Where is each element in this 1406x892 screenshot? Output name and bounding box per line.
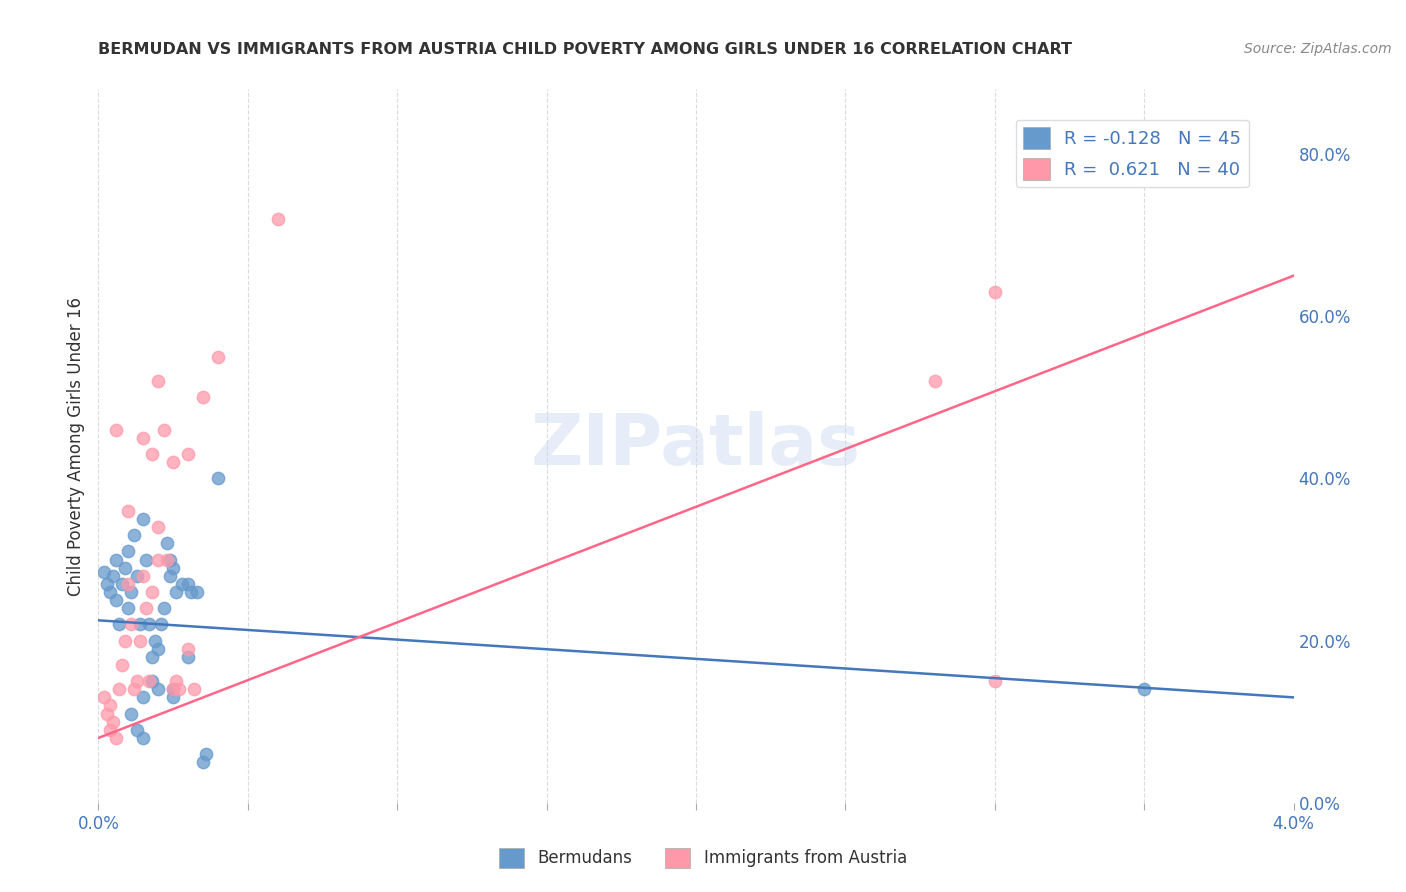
Point <box>120 706 142 721</box>
Point <box>96 706 118 721</box>
Point <box>156 552 179 566</box>
Point <box>98 698 122 713</box>
Point <box>105 731 128 745</box>
Point <box>132 431 155 445</box>
Point <box>983 674 1005 689</box>
Point <box>207 350 229 364</box>
Point <box>148 682 170 697</box>
Point <box>141 447 163 461</box>
Point <box>132 731 155 745</box>
Point <box>143 633 166 648</box>
Point <box>191 756 214 770</box>
Point <box>156 536 179 550</box>
Text: BERMUDAN VS IMMIGRANTS FROM AUSTRIA CHILD POVERTY AMONG GIRLS UNDER 16 CORRELATI: BERMUDAN VS IMMIGRANTS FROM AUSTRIA CHIL… <box>98 42 1073 56</box>
Point <box>132 568 155 582</box>
Point <box>135 552 157 566</box>
Point <box>93 565 115 579</box>
Point <box>153 601 176 615</box>
Point <box>162 455 184 469</box>
Point <box>117 504 139 518</box>
Point <box>141 585 163 599</box>
Y-axis label: Child Poverty Among Girls Under 16: Child Poverty Among Girls Under 16 <box>66 296 84 596</box>
Text: Source: ZipAtlas.com: Source: ZipAtlas.com <box>1244 42 1392 56</box>
Point <box>103 714 125 729</box>
Point <box>138 617 160 632</box>
Point <box>159 568 181 582</box>
Legend: R = -0.128   N = 45, R =  0.621   N = 40: R = -0.128 N = 45, R = 0.621 N = 40 <box>1015 120 1249 187</box>
Point <box>148 520 170 534</box>
Point <box>98 723 122 737</box>
Point <box>150 617 173 632</box>
Point <box>924 374 946 388</box>
Point <box>183 682 205 697</box>
Point <box>117 601 139 615</box>
Point <box>105 423 128 437</box>
Point <box>138 674 160 689</box>
Point <box>129 617 152 632</box>
Point <box>141 649 163 664</box>
Point <box>172 577 194 591</box>
Point <box>114 560 136 574</box>
Point <box>129 633 152 648</box>
Point <box>111 657 134 672</box>
Point <box>124 682 146 697</box>
Point <box>141 674 163 689</box>
Point <box>105 593 128 607</box>
Point <box>96 577 118 591</box>
Point <box>117 544 139 558</box>
Point <box>114 633 136 648</box>
Point <box>162 682 184 697</box>
Text: ZIPatlas: ZIPatlas <box>531 411 860 481</box>
Point <box>124 528 146 542</box>
Point <box>132 690 155 705</box>
Point <box>148 641 170 656</box>
Point <box>194 747 218 761</box>
Legend: Bermudans, Immigrants from Austria: Bermudans, Immigrants from Austria <box>492 841 914 875</box>
Point <box>120 617 142 632</box>
Point <box>132 512 155 526</box>
Point <box>177 641 200 656</box>
Point <box>159 552 181 566</box>
Point <box>108 682 131 697</box>
Point <box>167 682 190 697</box>
Point <box>93 690 115 705</box>
Point <box>105 552 128 566</box>
Point <box>177 649 200 664</box>
Point <box>162 560 184 574</box>
Point <box>165 674 187 689</box>
Point <box>177 447 200 461</box>
Point <box>127 674 149 689</box>
Point <box>165 585 187 599</box>
Point <box>186 585 208 599</box>
Point <box>162 690 184 705</box>
Point <box>177 577 200 591</box>
Point <box>267 211 290 226</box>
Point <box>191 390 214 404</box>
Point <box>162 682 184 697</box>
Point <box>98 585 122 599</box>
Point <box>120 585 142 599</box>
Point <box>983 285 1005 299</box>
Point <box>153 423 176 437</box>
Point <box>108 617 131 632</box>
Point <box>207 471 229 485</box>
Point <box>180 585 202 599</box>
Point <box>111 577 134 591</box>
Point <box>127 568 149 582</box>
Point <box>148 374 170 388</box>
Point <box>148 552 170 566</box>
Point <box>117 577 139 591</box>
Point <box>135 601 157 615</box>
Point <box>127 723 149 737</box>
Point <box>1133 682 1156 697</box>
Point <box>103 568 125 582</box>
